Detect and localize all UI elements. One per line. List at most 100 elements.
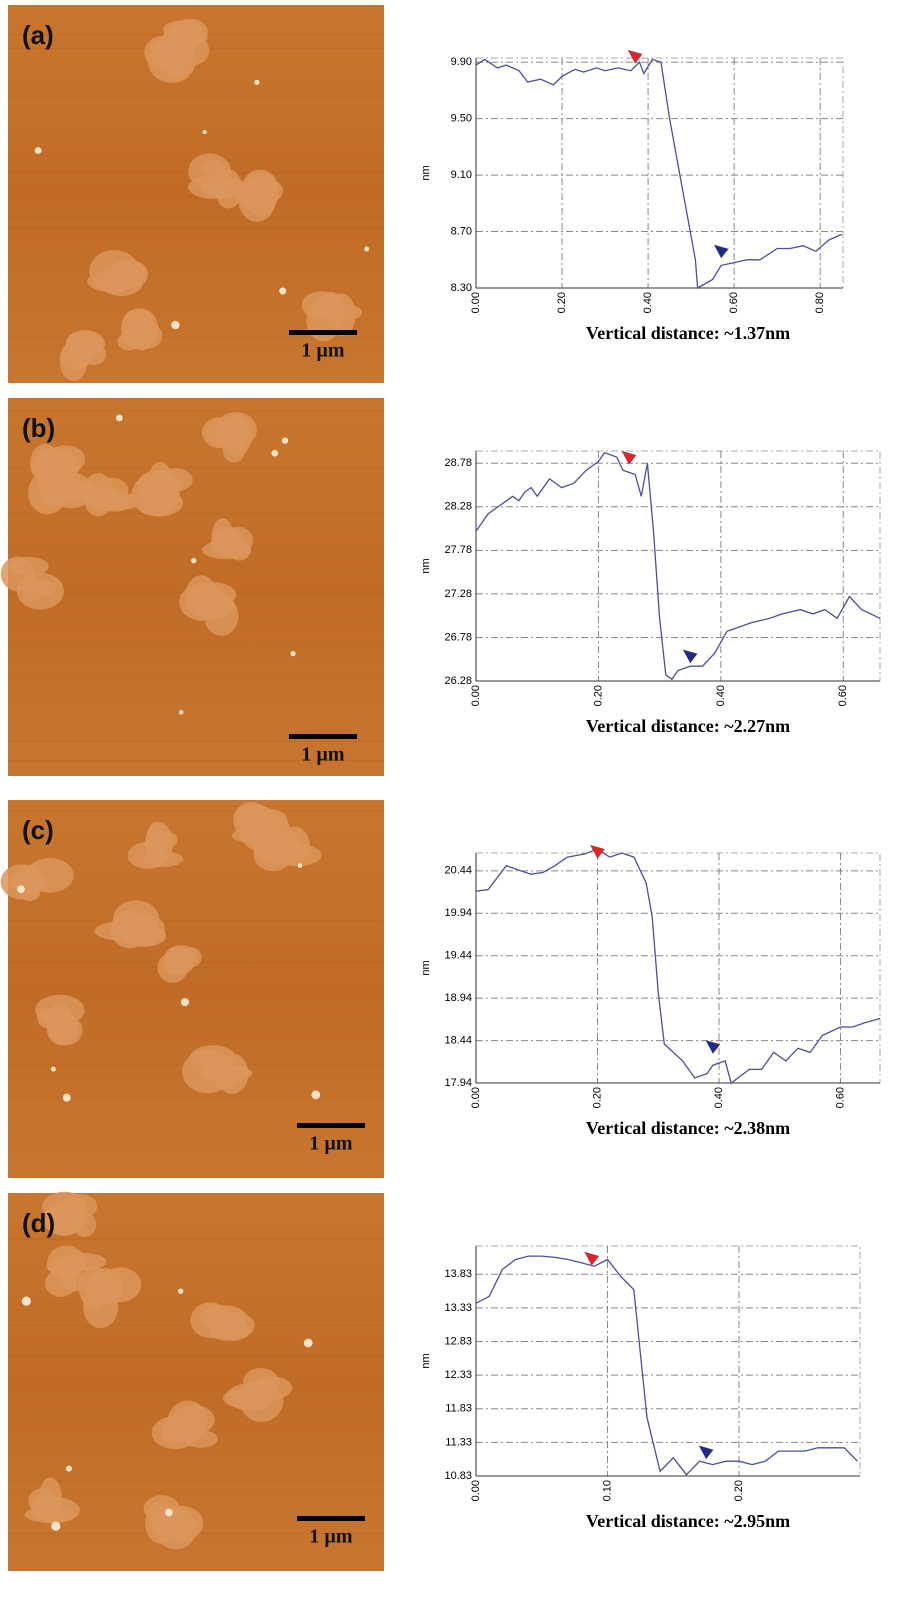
flake <box>202 540 251 560</box>
x-tick-label: 0.20 <box>556 292 568 313</box>
y-tick-label: 9.90 <box>451 56 472 68</box>
y-tick-label: 12.33 <box>444 1369 472 1381</box>
afm-image <box>8 1191 384 1571</box>
y-tick-label: 28.28 <box>444 501 472 513</box>
flake <box>157 952 188 983</box>
y-tick-label: 20.44 <box>444 865 472 877</box>
flake <box>201 178 249 199</box>
cursor-marker <box>584 1251 600 1266</box>
particle <box>297 863 303 868</box>
y-tick-label: 26.28 <box>444 675 472 687</box>
caption: Vertical distance: ~1.37nm <box>586 323 790 343</box>
panel-label: (c) <box>22 815 54 845</box>
profile-line <box>475 1255 858 1476</box>
y-axis-label: nm <box>420 1353 432 1368</box>
afm-image <box>0 398 384 776</box>
flake <box>199 1305 247 1330</box>
particle <box>254 79 260 85</box>
panel-label: (d) <box>22 1208 55 1238</box>
cursor-marker <box>713 244 729 259</box>
particle <box>271 449 279 457</box>
flake <box>33 1495 62 1516</box>
cursor-marker <box>590 844 605 859</box>
x-tick-label: 0.10 <box>601 1480 613 1501</box>
flake <box>45 445 86 474</box>
x-tick-label: 0.40 <box>715 685 727 706</box>
particle <box>202 129 207 135</box>
flake <box>98 1267 142 1303</box>
y-tick-label: 27.28 <box>444 588 472 600</box>
particle <box>171 320 180 330</box>
flake <box>153 831 178 848</box>
flake <box>21 576 43 602</box>
y-tick-label: 28.78 <box>444 457 472 469</box>
x-tick-label: 0.00 <box>470 1480 482 1501</box>
cursor-marker <box>627 49 643 64</box>
particle <box>303 1338 313 1348</box>
flake <box>242 177 284 205</box>
x-tick-label: 0.40 <box>713 1087 725 1108</box>
y-tick-label: 8.70 <box>451 225 472 237</box>
particle <box>311 1090 321 1100</box>
cursor-marker <box>705 1040 721 1054</box>
flake <box>171 1405 215 1435</box>
x-tick-label: 0.00 <box>470 1087 482 1108</box>
flake <box>130 309 155 351</box>
scale-bar-label: 1 µm <box>309 1526 353 1548</box>
particle <box>191 557 197 564</box>
flake <box>25 858 74 893</box>
particle <box>180 998 190 1007</box>
panel-label: (a) <box>22 20 54 50</box>
y-axis-label: nm <box>420 165 432 180</box>
particle <box>17 885 25 894</box>
scale-bar <box>297 1123 365 1128</box>
scale-bar <box>297 1516 365 1521</box>
scale-bar-label: 1 µm <box>309 1133 353 1155</box>
afm-background <box>8 800 384 1178</box>
plot-frame <box>475 57 844 289</box>
y-tick-label: 9.50 <box>451 113 472 125</box>
y-tick-label: 9.10 <box>451 169 472 181</box>
particle <box>34 147 42 154</box>
particle <box>178 710 184 715</box>
plot-frame <box>475 852 881 1084</box>
x-tick-label: 0.20 <box>592 685 604 706</box>
plot-frame <box>475 1245 861 1477</box>
particle <box>115 414 123 422</box>
y-tick-label: 13.33 <box>444 1302 472 1314</box>
scale-bar <box>289 330 357 335</box>
profile-line <box>475 58 842 290</box>
x-tick-label: 0.20 <box>591 1087 603 1108</box>
x-tick-label: 0.00 <box>470 685 482 706</box>
cursor-marker <box>698 1445 714 1460</box>
flake <box>81 342 107 366</box>
particle <box>62 1093 71 1102</box>
flake <box>47 1245 86 1280</box>
cursor-marker <box>682 649 698 664</box>
y-tick-label: 26.78 <box>444 631 472 643</box>
particle <box>165 1508 173 1517</box>
x-tick-label: 0.20 <box>733 1480 745 1501</box>
y-axis-label: nm <box>420 960 432 975</box>
particle <box>290 651 296 657</box>
particle <box>177 1288 184 1294</box>
y-tick-label: 11.83 <box>445 1403 472 1415</box>
flake <box>42 1203 85 1235</box>
afm-image <box>0 800 384 1178</box>
flake <box>94 921 147 941</box>
flake <box>190 1045 236 1069</box>
scale-bar <box>289 734 357 739</box>
flake <box>161 30 196 67</box>
cursor-marker <box>621 450 637 465</box>
flake <box>306 300 341 342</box>
x-tick-label: 0.80 <box>814 292 826 313</box>
flake <box>213 1067 237 1090</box>
caption: Vertical distance: ~2.27nm <box>586 716 790 736</box>
flake <box>222 1387 275 1409</box>
flake <box>100 272 143 297</box>
x-tick-label: 0.00 <box>470 292 482 313</box>
x-tick-label: 0.60 <box>728 292 740 313</box>
panel-label: (b) <box>22 413 55 443</box>
y-tick-label: 10.83 <box>444 1470 472 1482</box>
